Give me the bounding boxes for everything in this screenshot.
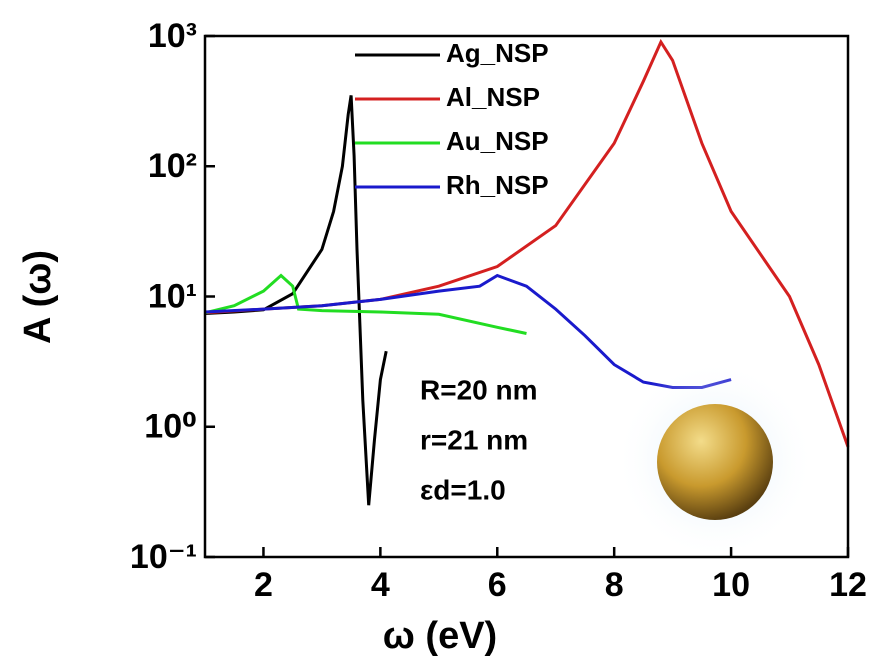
x-tick-label: 2 (254, 566, 273, 604)
y-tick-label: 10¹ (148, 277, 197, 315)
y-axis-label: A (ω) (17, 250, 59, 344)
legend-label: Au_NSP (446, 126, 549, 156)
annotation: εd=1.0 (420, 474, 506, 505)
sphere (657, 404, 773, 520)
x-axis-label: ω (eV) (383, 615, 497, 657)
legend-label: Rh_NSP (446, 170, 549, 200)
annotation: r=21 nm (420, 424, 528, 455)
y-tick-label: 10⁰ (144, 408, 197, 446)
series-line (204, 95, 388, 506)
x-tick-label: 6 (488, 566, 507, 604)
x-tick-label: 4 (371, 566, 390, 604)
y-tick-label: 10⁻¹ (130, 538, 197, 576)
legend-label: Ag_NSP (446, 38, 549, 68)
y-tick-label: 10² (148, 147, 197, 185)
series-line (204, 273, 527, 335)
legend-label: Al_NSP (446, 82, 540, 112)
series-line (204, 273, 732, 389)
annotation: R=20 nm (420, 374, 538, 405)
y-tick-label: 10³ (148, 17, 197, 55)
x-tick-label: 12 (829, 566, 867, 604)
x-tick-label: 10 (712, 566, 750, 604)
x-tick-label: 8 (605, 566, 624, 604)
